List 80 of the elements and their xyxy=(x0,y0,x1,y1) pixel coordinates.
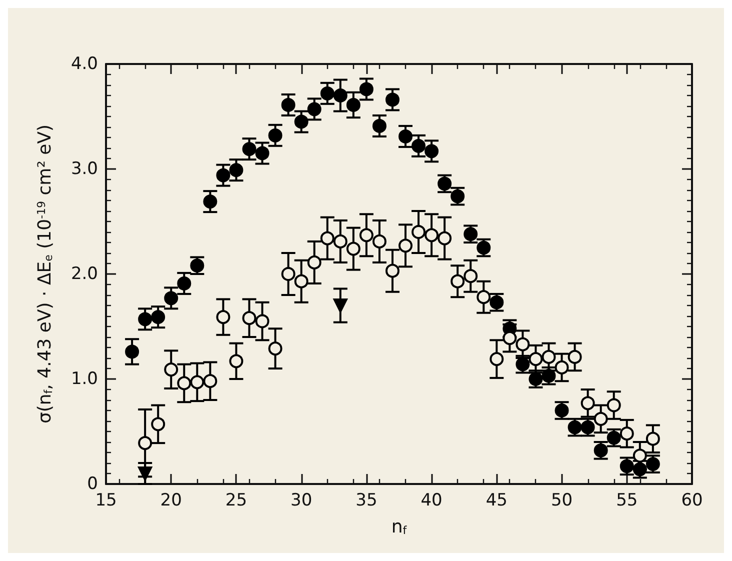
point xyxy=(229,163,244,178)
point xyxy=(281,98,296,112)
point xyxy=(177,276,192,290)
point xyxy=(490,352,504,366)
x-tick-label: 25 xyxy=(225,490,248,510)
point xyxy=(476,290,491,304)
point xyxy=(229,354,244,368)
point xyxy=(216,310,230,324)
point xyxy=(138,466,152,480)
point xyxy=(255,146,270,160)
point xyxy=(398,238,413,253)
x-tick-label: 50 xyxy=(550,490,573,510)
point xyxy=(372,118,386,133)
point xyxy=(216,168,230,182)
y-axis-title: σ(nf, 4.43 eV) · ΔEe (10-19 cm² eV) xyxy=(34,124,56,424)
point xyxy=(320,231,334,246)
y-tick-label: 1.0 xyxy=(70,369,98,389)
x-tick-label: 60 xyxy=(681,490,703,510)
point xyxy=(164,291,178,306)
point xyxy=(464,269,478,284)
point xyxy=(372,234,386,248)
point xyxy=(450,274,465,288)
point xyxy=(151,310,166,324)
x-tick-label: 40 xyxy=(420,490,442,510)
point xyxy=(255,314,270,328)
point xyxy=(125,344,140,359)
point xyxy=(554,360,569,374)
x-axis-title: nf xyxy=(391,516,408,538)
point xyxy=(594,412,608,426)
point xyxy=(164,362,178,377)
y-tick-label: 3.0 xyxy=(70,159,98,179)
point xyxy=(516,337,530,352)
point xyxy=(606,398,621,412)
y-tick-label: 0 xyxy=(87,474,98,494)
point xyxy=(528,352,543,366)
point xyxy=(568,350,582,364)
point xyxy=(138,312,152,326)
point xyxy=(412,225,426,239)
point xyxy=(242,311,256,326)
x-tick-label: 30 xyxy=(290,490,312,510)
point xyxy=(333,298,348,312)
point xyxy=(580,396,595,410)
point xyxy=(138,436,152,450)
point xyxy=(177,376,192,390)
point xyxy=(424,228,439,242)
point xyxy=(268,128,282,142)
point xyxy=(424,144,439,158)
point xyxy=(242,142,256,156)
point xyxy=(412,138,426,153)
point xyxy=(346,242,360,256)
point xyxy=(398,129,413,144)
point xyxy=(386,92,400,107)
point xyxy=(294,274,308,288)
point xyxy=(438,231,452,246)
point xyxy=(281,267,296,281)
point xyxy=(307,255,322,270)
point xyxy=(190,375,204,390)
x-tick-label: 15 xyxy=(95,490,117,510)
point xyxy=(268,342,282,356)
x-tick-label: 35 xyxy=(356,490,378,510)
y-tick-label: 4.0 xyxy=(70,54,98,74)
y-tick-label: 2.0 xyxy=(70,264,98,284)
point xyxy=(359,228,374,242)
point xyxy=(151,417,166,432)
point xyxy=(346,98,360,112)
point xyxy=(359,82,374,96)
point xyxy=(203,374,218,388)
point xyxy=(203,194,218,209)
point xyxy=(620,426,634,441)
point xyxy=(333,234,348,248)
x-tick-label: 45 xyxy=(486,490,508,510)
point xyxy=(333,88,348,102)
point xyxy=(307,102,322,116)
x-tick-label: 20 xyxy=(160,490,182,510)
point xyxy=(294,114,308,129)
point xyxy=(386,264,400,278)
point xyxy=(646,432,660,446)
point xyxy=(320,86,334,100)
x-tick-label: 55 xyxy=(616,490,638,510)
point xyxy=(542,350,556,364)
